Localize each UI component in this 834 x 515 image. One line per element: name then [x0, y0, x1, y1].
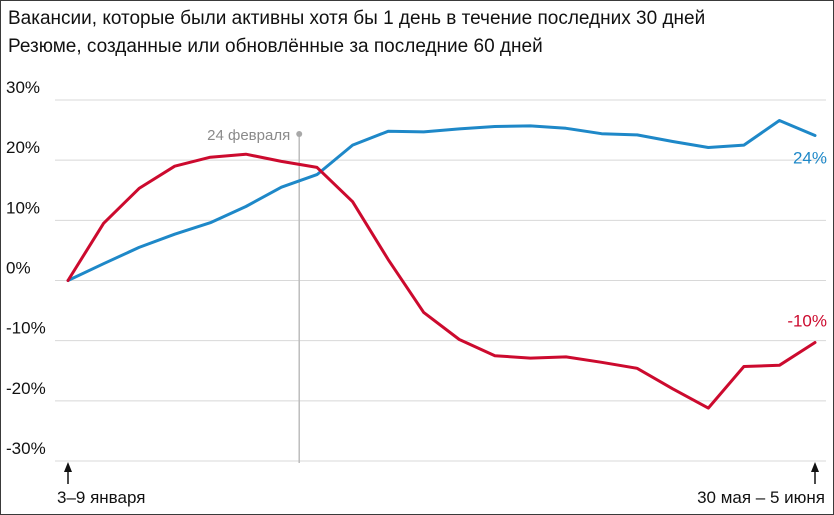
y-tick-label: 0% — [6, 259, 31, 278]
x-end-arrow-icon — [811, 462, 819, 472]
series-group — [66, 119, 817, 410]
annotation-marker — [296, 131, 303, 137]
x-start-label: 3–9 января — [57, 488, 145, 507]
y-tick-label: -30% — [6, 439, 46, 458]
y-tick-label: 20% — [6, 138, 40, 157]
y-tick-label: 10% — [6, 198, 40, 217]
end-label-resumes: -10% — [787, 311, 827, 330]
y-tick-label: -20% — [6, 379, 46, 398]
annotation-label: 24 февраля — [207, 127, 290, 144]
legend-vacancies: Вакансии, которые были активны хотя бы 1… — [8, 8, 706, 29]
annotation-group: 24 февраля — [207, 127, 303, 463]
x-end-label: 30 мая – 5 июня — [697, 488, 825, 507]
y-tick-label: -10% — [6, 319, 46, 338]
end-label-vacancies: 24% — [793, 148, 827, 167]
x-start-arrow-icon — [64, 462, 72, 472]
legend-resumes: Резюме, созданные или обновлённые за пос… — [8, 36, 543, 57]
series-line-resumes — [66, 152, 817, 410]
series-line-vacancies — [66, 119, 817, 282]
y-tick-label: 30% — [6, 78, 40, 97]
labels-group: 30% 20% 10% 0% -10% -20% -30% 24% -10% 3–9 января… — [6, 78, 827, 507]
